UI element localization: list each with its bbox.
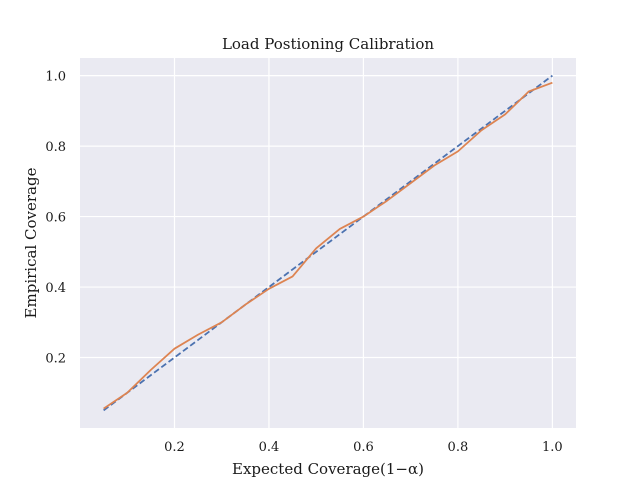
x-tick-label: 1.0 <box>542 440 563 455</box>
y-tick-label: 0.2 <box>45 352 66 367</box>
x-axis-label: Expected Coverage(1−α) <box>232 460 424 478</box>
x-tick-label: 0.2 <box>164 440 185 455</box>
y-axis-label: Empirical Coverage <box>22 167 40 318</box>
y-tick-label: 0.4 <box>45 281 66 296</box>
y-tick-label: 0.6 <box>45 211 66 226</box>
ideal-calibration-line <box>103 74 553 412</box>
x-tick-labels: 0.2 0.4 0.6 0.8 1.0 <box>164 440 563 455</box>
x-tick-label: 0.6 <box>353 440 374 455</box>
y-tick-label: 0.8 <box>45 140 66 155</box>
y-tick-labels: 0.2 0.4 0.6 0.8 1.0 <box>45 70 66 367</box>
series-layer <box>103 74 553 412</box>
y-tick-label: 1.0 <box>45 70 66 85</box>
chart-title: Load Postioning Calibration <box>222 35 434 53</box>
x-tick-label: 0.4 <box>259 440 280 455</box>
grid-lines <box>80 58 576 428</box>
empirical-coverage-line <box>103 81 553 410</box>
x-tick-label: 0.8 <box>448 440 469 455</box>
